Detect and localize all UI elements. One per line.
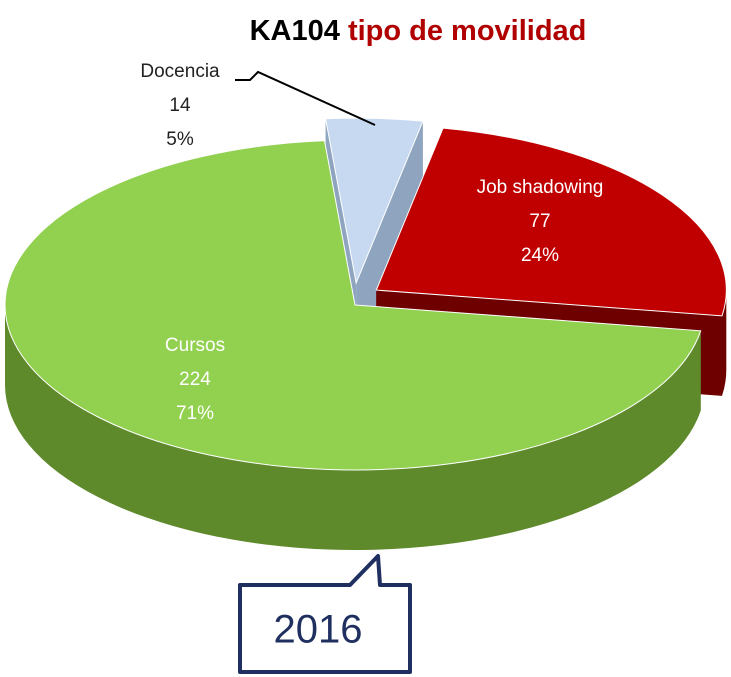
label-percent: 71% bbox=[176, 403, 214, 424]
title-highlight: tipo de movilidad bbox=[348, 15, 586, 47]
title-main: KA104 bbox=[250, 15, 340, 47]
chart: KA104 tipo de movilidad Docencia 14 5% Job … bbox=[0, 0, 731, 677]
label-percent: 24% bbox=[521, 245, 559, 266]
chart-title: KA104 tipo de movilidad bbox=[250, 15, 587, 47]
label-category: Job shadowing bbox=[477, 177, 604, 198]
label-value: 224 bbox=[179, 369, 211, 390]
label-value: 77 bbox=[529, 211, 550, 232]
label-value: 14 bbox=[169, 95, 191, 116]
label-percent: 5% bbox=[166, 129, 194, 150]
annotation: 2016 bbox=[274, 608, 363, 652]
label-category: Cursos bbox=[165, 335, 225, 356]
label-category: Docencia bbox=[140, 61, 220, 82]
